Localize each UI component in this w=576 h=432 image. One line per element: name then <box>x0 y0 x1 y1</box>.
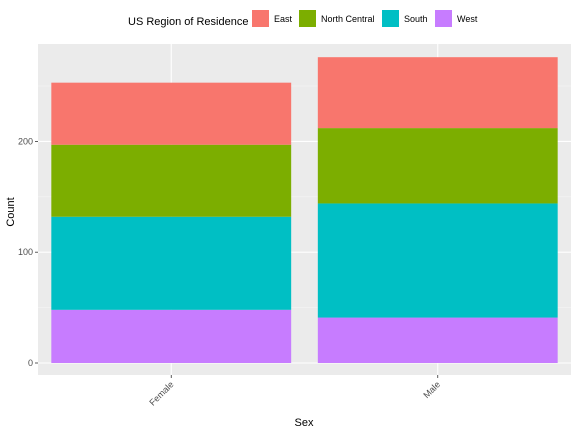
x-tick-label: Female <box>147 379 175 407</box>
legend-label: West <box>457 14 478 24</box>
bar-south-male <box>317 203 558 318</box>
legend-key-north-central <box>299 10 316 27</box>
legend: US Region of Residence East North Central… <box>128 10 478 28</box>
bar-north-central-male <box>317 128 558 204</box>
legend-key-west <box>435 10 452 27</box>
bar-east-male <box>317 57 558 129</box>
legend-title: US Region of Residence <box>128 16 248 28</box>
y-tick-label: 200 <box>18 136 33 146</box>
bar-west-male <box>317 317 558 363</box>
legend-key-south <box>382 10 399 27</box>
bar-east-female <box>51 82 292 145</box>
y-tick-label: 100 <box>18 247 33 257</box>
bar-north-central-female <box>51 144 292 217</box>
x-axis-title: Sex <box>295 417 314 429</box>
bar-west-female <box>51 309 292 363</box>
bar-layer <box>51 57 558 363</box>
bar-south-female <box>51 216 292 310</box>
y-axis-title: Count <box>5 197 17 226</box>
x-tick-label: Male <box>421 379 442 400</box>
y-tick-label: 0 <box>28 358 33 368</box>
legend-label: South <box>404 14 428 24</box>
legend-key-east <box>252 10 269 27</box>
legend-label: North Central <box>321 14 375 24</box>
legend-label: East <box>274 14 293 24</box>
